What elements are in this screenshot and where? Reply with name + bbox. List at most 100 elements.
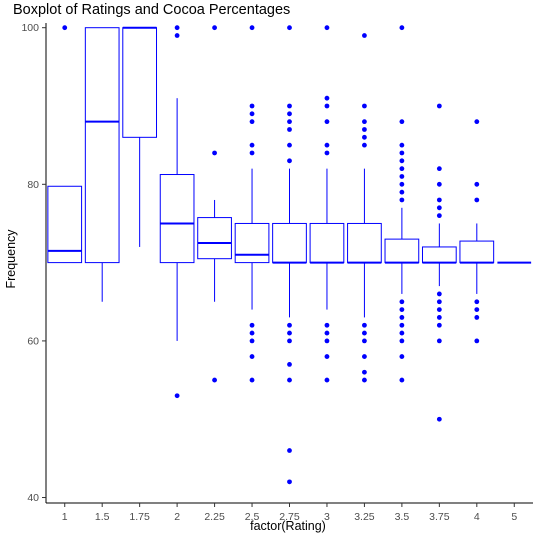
outlier-point (249, 119, 255, 125)
outlier-point (324, 25, 330, 31)
outlier-point (399, 354, 405, 359)
outlier-point (399, 25, 405, 31)
x-tick-label: 2.5 (245, 511, 260, 523)
outlier-point (249, 330, 255, 336)
outlier-point (399, 174, 405, 179)
outlier-point (436, 416, 442, 422)
outlier-point (287, 142, 292, 148)
outlier-point (362, 369, 367, 375)
outlier-point (249, 354, 255, 359)
outlier-point (62, 25, 68, 31)
box-iqr (459, 240, 495, 264)
outlier-point (249, 103, 255, 109)
outlier-point (287, 103, 292, 109)
outlier-point (249, 111, 255, 117)
outlier-point (324, 95, 330, 101)
outlier-point (324, 330, 330, 336)
outlier-point (324, 150, 330, 156)
outlier-point (362, 322, 367, 328)
box-iqr (122, 27, 158, 138)
x-tick-label: 3.25 (354, 511, 375, 523)
outlier-point (174, 25, 180, 31)
outlier-point (399, 330, 405, 336)
x-tick-label: 2 (174, 511, 180, 523)
box-iqr (159, 174, 195, 264)
outlier-point (287, 158, 292, 164)
outlier-point (212, 150, 217, 156)
outlier-point (399, 158, 405, 164)
outlier-point (474, 307, 480, 312)
outlier-point (436, 197, 442, 203)
outlier-point (399, 189, 405, 195)
x-tick-label: 1 (62, 511, 68, 523)
outlier-point (287, 111, 292, 117)
outlier-point (362, 354, 367, 359)
outlier-point (287, 338, 292, 344)
y-tick-label: 60 (27, 335, 39, 347)
outlier-point (362, 377, 367, 383)
outlier-point (212, 377, 217, 383)
outlier-point (399, 150, 405, 156)
outlier-point (474, 119, 480, 125)
outlier-point (174, 33, 180, 38)
x-tick-label: 2.75 (279, 511, 300, 523)
box-iqr (347, 222, 382, 264)
outlier-point (249, 25, 255, 31)
outlier-point (399, 377, 405, 383)
outlier-point (249, 142, 255, 148)
outlier-point (287, 127, 292, 132)
box-iqr (309, 222, 345, 264)
box-iqr (197, 217, 232, 260)
outlier-point (287, 25, 292, 31)
outlier-point (324, 103, 330, 109)
outlier-point (436, 181, 442, 187)
outlier-point (399, 142, 405, 148)
x-tick-label: 5 (511, 511, 517, 523)
outlier-point (362, 33, 367, 38)
x-tick-label: 3.75 (429, 511, 450, 523)
y-axis-title: Frequency (4, 229, 18, 289)
box-iqr (421, 246, 457, 264)
outlier-point (362, 127, 367, 132)
outlier-point (436, 103, 442, 109)
outlier-point (362, 134, 367, 140)
outlier-point (436, 166, 442, 172)
outlier-point (436, 307, 442, 312)
outlier-point (287, 479, 292, 485)
outlier-point (287, 322, 292, 328)
x-tick-label: 3.5 (395, 511, 410, 523)
y-tick-label: 100 (21, 22, 39, 34)
outlier-point (399, 338, 405, 344)
x-tick-label: 1.75 (129, 511, 150, 523)
outlier-point (474, 299, 480, 305)
outlier-point (399, 197, 405, 203)
outlier-point (399, 299, 405, 305)
y-tick-label: 40 (27, 492, 39, 504)
outlier-point (399, 119, 405, 125)
outlier-point (249, 150, 255, 156)
x-axis-title: factor(Rating) (250, 519, 326, 533)
outlier-point (287, 362, 292, 367)
y-tick-label: 80 (27, 179, 39, 191)
outlier-point (436, 315, 442, 320)
x-tick-label: 2.25 (204, 511, 225, 523)
outlier-point (324, 338, 330, 344)
outlier-point (436, 205, 442, 211)
outlier-point (436, 322, 442, 328)
outlier-point (362, 119, 367, 125)
chart-title: Boxplot of Ratings and Cocoa Percentages (13, 2, 290, 18)
outlier-point (249, 377, 255, 383)
x-tick-label: 1.5 (95, 511, 110, 523)
outlier-point (174, 393, 180, 399)
outlier-point (474, 315, 480, 320)
outlier-point (249, 322, 255, 328)
outlier-point (287, 330, 292, 336)
box-iqr (384, 238, 420, 264)
outlier-point (399, 181, 405, 187)
x-tick-label: 3 (324, 511, 330, 523)
outlier-point (362, 338, 367, 344)
outlier-point (399, 166, 405, 172)
outlier-point (399, 322, 405, 328)
outlier-point (212, 25, 217, 31)
